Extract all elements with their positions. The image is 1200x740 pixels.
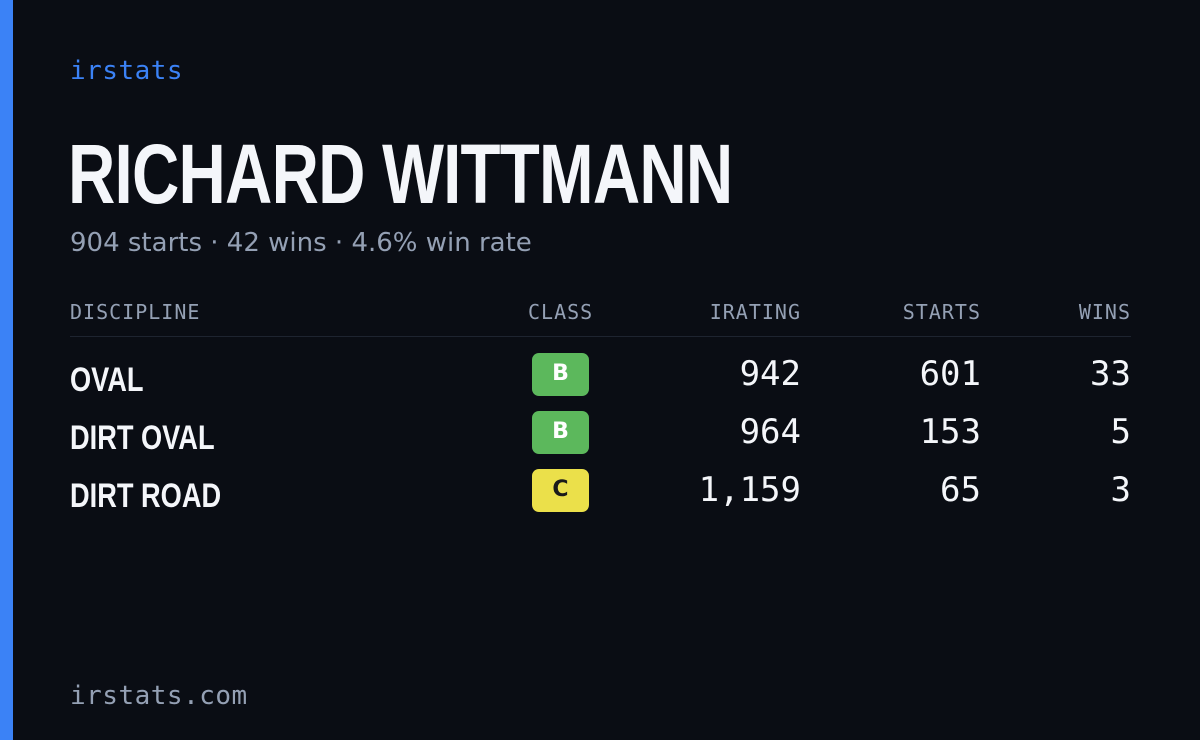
table-header: DISCIPLINE CLASS IRATING STARTS WINS	[70, 298, 1131, 337]
discipline-name: DIRT ROAD	[70, 477, 222, 515]
irating-value: 1,159	[698, 470, 801, 510]
discipline-name: DIRT OVAL	[70, 419, 215, 457]
irating-value: 942	[739, 354, 801, 394]
accent-bar	[0, 0, 13, 740]
license-class-badge: C	[532, 469, 589, 512]
table-row: OVAL B 942 601 33	[70, 353, 1131, 411]
header-class: CLASS	[528, 300, 594, 324]
wins-value: 5	[1110, 412, 1131, 452]
irating-value: 964	[739, 412, 801, 452]
wins-value: 33	[1090, 354, 1131, 394]
discipline-name: OVAL	[70, 361, 144, 399]
player-name: RICHARD WITTMANN	[68, 127, 733, 221]
table-row: DIRT ROAD C 1,159 65 3	[70, 469, 1131, 527]
starts-value: 153	[919, 412, 981, 452]
header-starts: STARTS	[902, 300, 981, 324]
license-class-badge: B	[532, 353, 589, 396]
header-discipline: DISCIPLINE	[70, 300, 201, 324]
starts-value: 601	[919, 354, 981, 394]
header-wins: WINS	[1078, 300, 1131, 324]
license-class-badge: B	[532, 411, 589, 454]
player-summary: 904 starts · 42 wins · 4.6% win rate	[70, 228, 532, 258]
starts-value: 65	[940, 470, 981, 510]
table-body: OVAL B 942 601 33 DIRT OVAL B 964 153 5 …	[70, 337, 1131, 527]
footer-url: irstats.com	[70, 681, 248, 711]
header-irating: IRATING	[709, 300, 801, 324]
table-row: DIRT OVAL B 964 153 5	[70, 411, 1131, 469]
brand-logo-text: irstats	[70, 56, 184, 86]
wins-value: 3	[1110, 470, 1131, 510]
stats-table: DISCIPLINE CLASS IRATING STARTS WINS OVA…	[70, 298, 1131, 527]
